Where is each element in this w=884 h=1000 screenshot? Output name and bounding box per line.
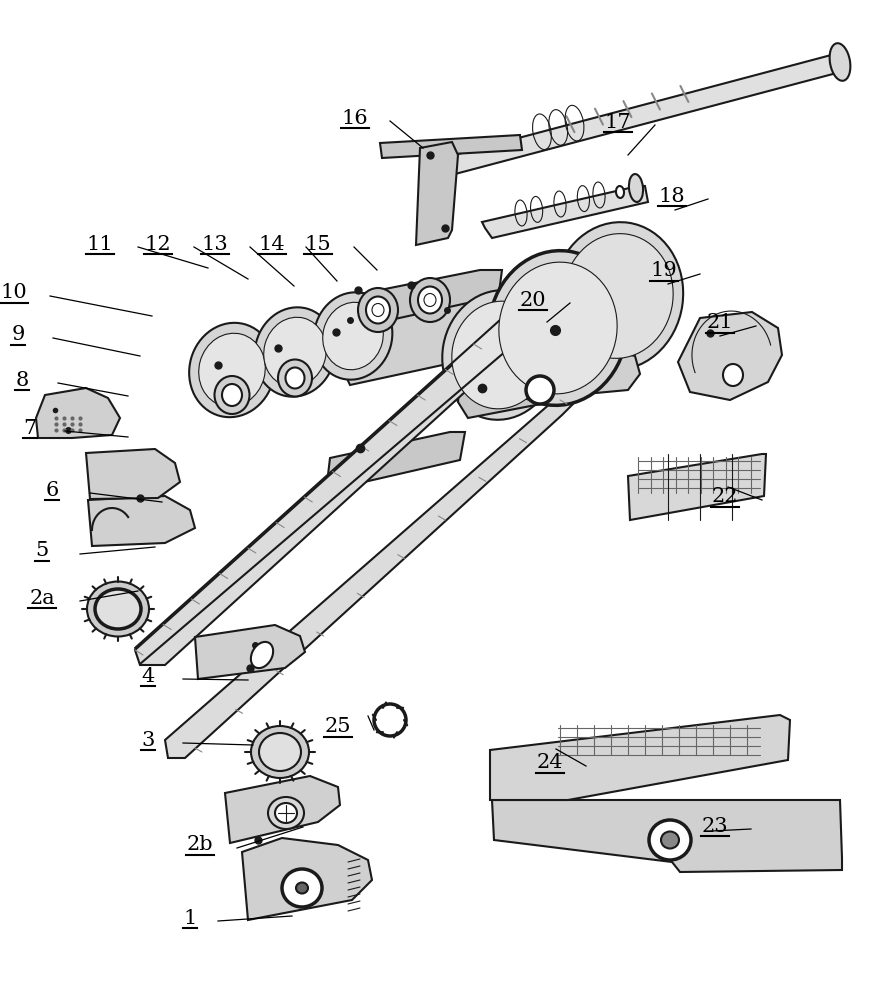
Ellipse shape [189, 323, 275, 417]
Polygon shape [516, 346, 640, 400]
Text: 21: 21 [706, 314, 734, 332]
Text: 5: 5 [35, 542, 49, 560]
Ellipse shape [278, 360, 312, 396]
Ellipse shape [323, 302, 384, 370]
Ellipse shape [268, 797, 304, 829]
Polygon shape [165, 395, 582, 758]
Text: 10: 10 [1, 284, 27, 302]
Ellipse shape [314, 292, 392, 380]
Ellipse shape [358, 288, 398, 332]
Ellipse shape [526, 376, 554, 404]
Polygon shape [135, 295, 555, 665]
Polygon shape [416, 142, 458, 245]
Ellipse shape [275, 803, 297, 823]
Text: 7: 7 [23, 418, 36, 438]
Ellipse shape [661, 832, 679, 848]
Text: 13: 13 [202, 234, 228, 253]
Text: 3: 3 [141, 730, 155, 750]
Ellipse shape [255, 307, 335, 397]
Text: 24: 24 [537, 754, 563, 772]
Ellipse shape [215, 376, 249, 414]
Text: 6: 6 [45, 481, 58, 499]
Text: 1: 1 [183, 908, 196, 928]
Ellipse shape [418, 286, 442, 314]
Text: 25: 25 [324, 718, 351, 736]
Text: 8: 8 [15, 370, 28, 389]
Polygon shape [492, 800, 842, 872]
Ellipse shape [563, 234, 673, 358]
Text: 14: 14 [259, 234, 286, 253]
Ellipse shape [199, 333, 265, 407]
Ellipse shape [552, 222, 683, 370]
Ellipse shape [366, 296, 390, 324]
Ellipse shape [410, 278, 450, 322]
Text: 18: 18 [659, 186, 685, 206]
Text: 15: 15 [305, 234, 332, 253]
Polygon shape [458, 356, 598, 418]
Text: 20: 20 [520, 290, 546, 310]
Polygon shape [380, 135, 522, 158]
Text: 2b: 2b [187, 836, 213, 854]
Polygon shape [36, 388, 120, 438]
Ellipse shape [723, 364, 743, 386]
Ellipse shape [87, 582, 149, 637]
Polygon shape [86, 449, 180, 499]
Ellipse shape [251, 642, 273, 668]
Polygon shape [328, 432, 465, 488]
Ellipse shape [259, 733, 301, 771]
Polygon shape [338, 270, 502, 358]
Text: 11: 11 [87, 234, 113, 253]
Text: 22: 22 [712, 488, 738, 506]
Ellipse shape [452, 301, 548, 409]
Ellipse shape [629, 174, 643, 202]
Polygon shape [628, 454, 766, 520]
Text: 2a: 2a [29, 588, 55, 607]
Ellipse shape [374, 704, 406, 736]
Ellipse shape [286, 367, 304, 388]
Text: 12: 12 [145, 234, 171, 253]
Ellipse shape [616, 186, 624, 198]
Polygon shape [88, 496, 195, 546]
Ellipse shape [95, 589, 141, 629]
Text: 17: 17 [605, 112, 631, 131]
Ellipse shape [489, 251, 627, 405]
Ellipse shape [222, 384, 242, 406]
Polygon shape [678, 312, 782, 400]
Polygon shape [195, 625, 305, 679]
Text: 4: 4 [141, 666, 155, 686]
Ellipse shape [251, 726, 309, 778]
Ellipse shape [282, 869, 322, 907]
Ellipse shape [372, 304, 384, 316]
Ellipse shape [442, 290, 558, 420]
Text: 23: 23 [702, 816, 728, 836]
Text: 19: 19 [651, 261, 677, 280]
Ellipse shape [263, 317, 326, 387]
Polygon shape [428, 54, 848, 178]
Ellipse shape [424, 294, 436, 306]
Text: 9: 9 [11, 326, 25, 344]
Polygon shape [343, 295, 510, 385]
Ellipse shape [649, 820, 691, 860]
Polygon shape [482, 186, 648, 238]
Text: 16: 16 [342, 108, 369, 127]
Ellipse shape [829, 43, 850, 81]
Ellipse shape [499, 262, 617, 394]
Ellipse shape [296, 882, 308, 894]
Polygon shape [490, 715, 790, 800]
Polygon shape [242, 838, 372, 920]
Polygon shape [225, 776, 340, 843]
